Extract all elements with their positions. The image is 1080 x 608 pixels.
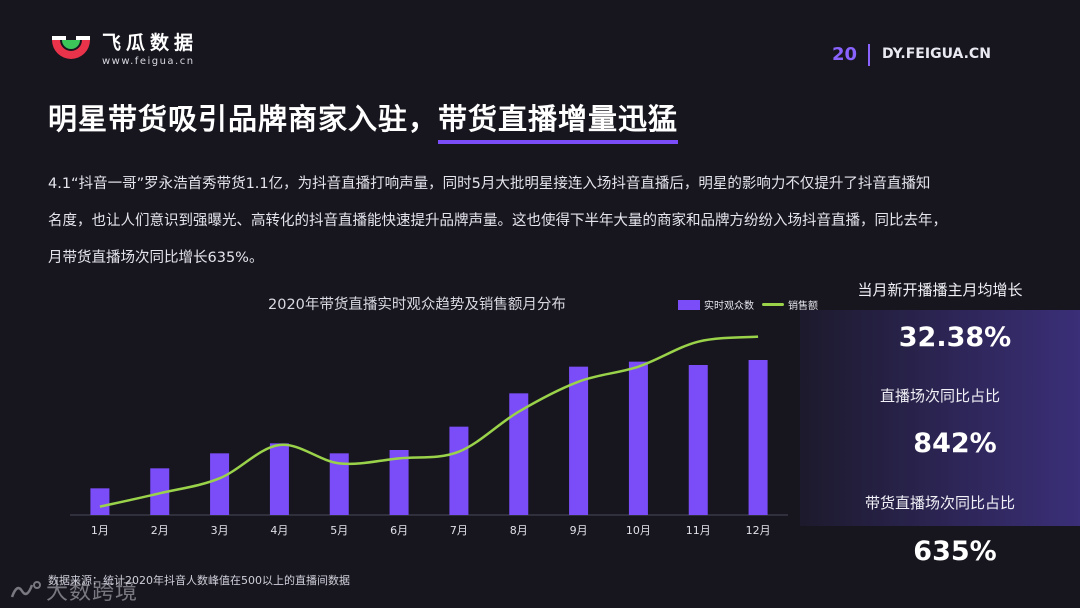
x-tick-label: 12月	[746, 524, 771, 537]
watermark-text: 大数跨境	[46, 580, 139, 605]
x-tick-label: 7月	[450, 524, 468, 537]
stats-panel	[800, 310, 1080, 526]
bar-3月	[210, 453, 230, 515]
x-tick-label: 10月	[626, 524, 651, 537]
bar-2月	[150, 468, 170, 515]
bar-8月	[509, 393, 529, 515]
watermark-logo-icon	[10, 581, 41, 598]
legend-bar-swatch	[678, 299, 700, 310]
bar-4月	[269, 443, 289, 515]
x-tick-label: 9月	[570, 524, 588, 537]
bar-7月	[449, 426, 469, 515]
stat-label-new-streamers: 当月新开播播主月均增长	[857, 281, 1023, 299]
bar-12月	[748, 360, 768, 515]
x-tick-label: 1月	[91, 524, 109, 537]
stat-value-commerce-sessions: 635%	[913, 536, 997, 567]
data-source-note: 数据来源：统计2020年抖音人数峰值在500以上的直播间数据	[48, 574, 350, 587]
title-part-1: 明星带货吸引品牌商家入驻，	[48, 102, 439, 136]
watermelon-logo-icon	[52, 36, 90, 59]
x-tick-label: 3月	[211, 524, 229, 537]
page-title: 明星带货吸引品牌商家入驻，带货直播增量迅猛	[48, 96, 678, 138]
paragraph-line: 月带货直播场次同比增长635%。	[48, 250, 264, 266]
sales-line	[99, 335, 759, 508]
watermark: 大数跨境	[8, 574, 138, 606]
legend-label-sales: 销售额	[788, 301, 818, 312]
legend-line-swatch	[762, 303, 784, 306]
chart-canvas: 1月 2月 3月 4月 5月 6月 7月 8月 9月 10月 11月 12月	[70, 335, 788, 537]
page-number: 20	[832, 44, 858, 65]
logo-url: www.feigua.cn	[102, 56, 195, 67]
paragraph-line: 名度，也让人们意识到强曝光、高转化的抖音直播能快速提升品牌声量。这也使得下半年大…	[48, 213, 947, 229]
bar-10月	[628, 361, 648, 515]
x-tick-label: 6月	[390, 524, 408, 537]
bar-9月	[569, 366, 589, 515]
title-part-2-highlight: 带货直播增量迅猛	[438, 102, 679, 136]
header-divider	[868, 44, 870, 66]
logo-name: 飞瓜数据	[102, 32, 199, 54]
viewers-sales-chart: 1月 2月 3月 4月 5月 6月 7月 8月 9月 10月 11月 12月 2020年带货直播实时观…	[60, 285, 818, 550]
brand-logo: 飞瓜数据 www.feigua.cn	[48, 32, 198, 68]
stat-label-commerce-sessions: 带货直播场次同比占比	[864, 494, 1015, 512]
site-link[interactable]: DY.FEIGUA.CN	[882, 46, 991, 62]
x-tick-label: 4月	[270, 524, 288, 537]
stat-value-live-sessions: 842%	[913, 428, 997, 459]
x-tick-label: 11月	[686, 524, 711, 537]
paragraph-line: 4.1“抖音一哥”罗永浩首秀带货1.1亿，为抖音直播打响声量，同时5月大批明星接…	[48, 176, 931, 192]
bar-6月	[389, 450, 409, 515]
intro-paragraph: 4.1“抖音一哥”罗永浩首秀带货1.1亿，为抖音直播打响声量，同时5月大批明星接…	[48, 166, 1038, 277]
bar-1月	[90, 488, 110, 515]
x-tick-label: 8月	[510, 524, 528, 537]
chart-title: 2020年带货直播实时观众趋势及销售额月分布	[268, 297, 566, 313]
bar-5月	[329, 453, 349, 515]
chart-legend: 实时观众数 销售额	[678, 297, 818, 312]
bar-11月	[688, 365, 708, 515]
legend-label-viewers: 实时观众数	[704, 301, 754, 312]
stat-value-new-streamers: 32.38%	[898, 322, 1012, 353]
stat-label-live-sessions: 直播场次同比占比	[879, 387, 1000, 405]
x-tick-label: 5月	[330, 524, 348, 537]
x-tick-label: 2月	[151, 524, 169, 537]
